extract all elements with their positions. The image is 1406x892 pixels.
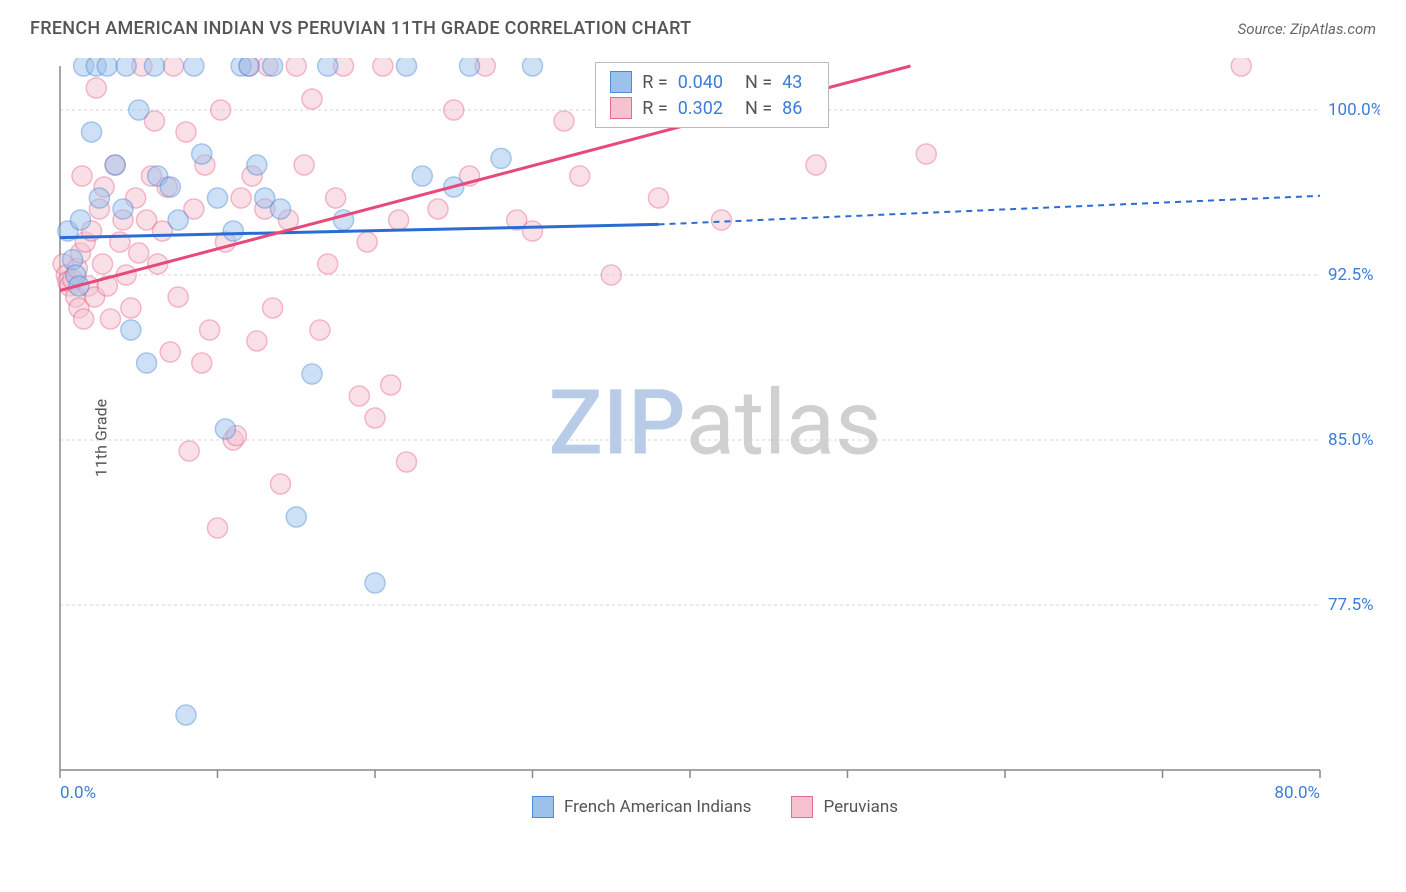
correlation-legend: R = 0.040 N = 43 R = 0.302 N = 86 xyxy=(595,62,829,128)
source-attribution: Source: ZipAtlas.com xyxy=(1238,20,1376,38)
legend-item: French American Indians xyxy=(532,796,751,818)
stat-r-label: R = xyxy=(642,72,667,93)
svg-text:92.5%: 92.5% xyxy=(1328,265,1374,285)
series-legend: French American Indians Peruvians xyxy=(532,796,898,818)
stat-n-value: 43 xyxy=(782,72,802,93)
source-prefix: Source: xyxy=(1238,20,1290,38)
legend-stat-row: R = 0.040 N = 43 xyxy=(610,69,814,95)
stat-n-label: N = xyxy=(745,72,772,93)
svg-text:85.0%: 85.0% xyxy=(1328,430,1374,450)
svg-text:77.5%: 77.5% xyxy=(1328,595,1374,615)
legend-swatch xyxy=(532,796,554,818)
stat-r-value: 0.302 xyxy=(678,98,723,119)
scatter-plot: 77.5% 85.0% 92.5% 100.0% 0.0% 80.0% xyxy=(50,58,1380,818)
stat-n-value: 86 xyxy=(782,98,802,119)
chart-area: 11th Grade 77.5%85.0%92.5%100.0%0.0%80.0… xyxy=(50,58,1380,818)
chart-header: FRENCH AMERICAN INDIAN VS PERUVIAN 11TH … xyxy=(0,0,1406,49)
legend-swatch xyxy=(610,71,632,93)
svg-text:80.0%: 80.0% xyxy=(1274,783,1320,803)
svg-text:0.0%: 0.0% xyxy=(60,783,96,803)
legend-item: Peruvians xyxy=(791,796,898,818)
legend-series-name: Peruvians xyxy=(823,797,898,817)
svg-text:100.0%: 100.0% xyxy=(1328,100,1380,120)
legend-stat-row: R = 0.302 N = 86 xyxy=(610,95,814,121)
chart-title: FRENCH AMERICAN INDIAN VS PERUVIAN 11TH … xyxy=(30,18,691,39)
legend-series-name: French American Indians xyxy=(564,797,751,817)
stat-r-value: 0.040 xyxy=(678,72,723,93)
legend-swatch xyxy=(791,796,813,818)
stat-r-label: R = xyxy=(642,98,667,119)
source-link[interactable]: ZipAtlas.com xyxy=(1290,20,1376,38)
stat-n-label: N = xyxy=(745,98,772,119)
legend-swatch xyxy=(610,97,632,119)
